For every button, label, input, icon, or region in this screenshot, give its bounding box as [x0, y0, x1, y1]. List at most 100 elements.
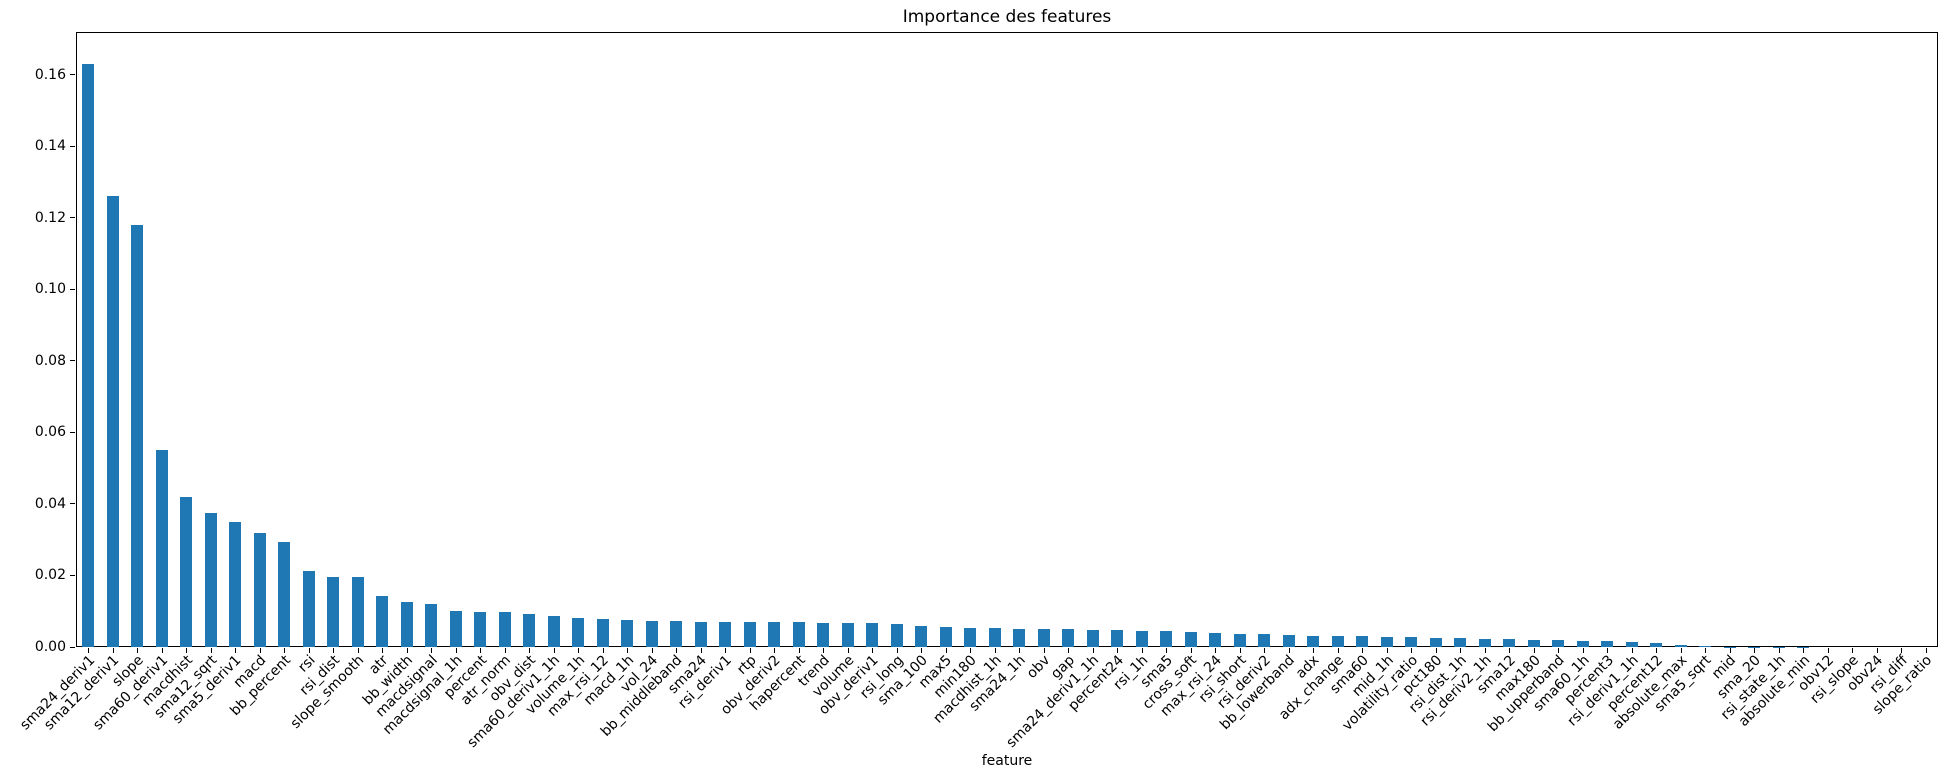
bar [1674, 644, 1687, 647]
bar [841, 622, 854, 647]
bar [866, 623, 879, 647]
x-tick-mark [1386, 648, 1388, 653]
x-tick-mark [823, 648, 825, 653]
bar [768, 622, 781, 647]
x-tick-mark [88, 648, 90, 653]
x-tick-mark [945, 648, 947, 653]
bar [351, 577, 364, 647]
bar [1111, 630, 1124, 647]
x-tick-mark [1827, 648, 1829, 653]
x-tick-mark [725, 648, 727, 653]
bar [1282, 634, 1295, 647]
bar [1405, 636, 1418, 647]
y-tick-label: 0.12 [34, 209, 66, 226]
x-tick-mark [700, 648, 702, 653]
y-tick-label: 0.06 [34, 424, 66, 441]
bar [327, 576, 340, 647]
bar [474, 611, 487, 647]
x-tick-mark [994, 648, 996, 653]
x-tick-mark [1313, 648, 1315, 653]
bar [1478, 638, 1491, 647]
x-tick-mark [1729, 648, 1731, 653]
x-tick-mark [1558, 648, 1560, 653]
bar [964, 627, 977, 647]
x-tick-mark [1680, 648, 1682, 653]
x-tick-mark [1607, 648, 1609, 653]
bar [1625, 641, 1638, 647]
x-tick-mark [1239, 648, 1241, 653]
bar [376, 596, 389, 647]
x-tick-mark [1337, 648, 1339, 653]
bar [1503, 639, 1516, 647]
bar [547, 616, 560, 647]
y-tick-mark [70, 431, 75, 433]
x-tick-mark [847, 648, 849, 653]
bar [523, 614, 536, 647]
x-tick-mark [504, 648, 506, 653]
x-tick-mark [333, 648, 335, 653]
y-tick-mark [70, 574, 75, 576]
y-tick-mark [70, 360, 75, 362]
x-tick-mark [529, 648, 531, 653]
x-tick-mark [1582, 648, 1584, 653]
x-tick-mark [1019, 648, 1021, 653]
x-tick-mark [872, 648, 874, 653]
bar [572, 618, 585, 647]
bar [694, 621, 707, 647]
x-tick-mark [798, 648, 800, 653]
bar [645, 620, 658, 647]
x-tick-mark [210, 648, 212, 653]
bar [1454, 638, 1467, 647]
y-tick-label: 0.02 [34, 567, 66, 584]
x-tick-mark [1509, 648, 1511, 653]
y-tick-label: 0.10 [34, 281, 66, 298]
bar [1429, 637, 1442, 647]
x-tick-mark [1117, 648, 1119, 653]
bar [792, 622, 805, 647]
bar [1356, 636, 1369, 647]
x-tick-mark [235, 648, 237, 653]
y-tick-mark [70, 503, 75, 505]
bar [400, 601, 413, 647]
x-tick-mark [1141, 648, 1143, 653]
x-tick-mark [1876, 648, 1878, 653]
y-tick-label: 0.08 [34, 352, 66, 369]
x-tick-mark [578, 648, 580, 653]
x-tick-mark [1215, 648, 1217, 653]
bar [425, 603, 438, 647]
x-tick-mark [1631, 648, 1633, 653]
x-tick-mark [112, 648, 114, 653]
bar [1307, 635, 1320, 647]
bar [596, 619, 609, 647]
x-tick-mark [1656, 648, 1658, 653]
x-tick-mark [1901, 648, 1903, 653]
x-tick-mark [896, 648, 898, 653]
x-tick-mark [921, 648, 923, 653]
x-tick-mark [970, 648, 972, 653]
x-tick-mark [676, 648, 678, 653]
bar [1184, 632, 1197, 647]
bar [1233, 633, 1246, 647]
x-tick-mark [1435, 648, 1437, 653]
x-tick-mark [1852, 648, 1854, 653]
bar [229, 521, 242, 647]
bar [253, 532, 266, 647]
plot-area [76, 32, 1938, 647]
chart-title: Importance des features [902, 7, 1112, 27]
x-tick-mark [1362, 648, 1364, 653]
bar [82, 64, 95, 647]
bar [743, 621, 756, 647]
x-tick-label-text: obv [1023, 652, 1054, 682]
bar [915, 625, 928, 647]
bar [131, 225, 144, 647]
x-tick-mark [1288, 648, 1290, 653]
bar [670, 621, 683, 647]
x-tick-mark [651, 648, 653, 653]
bar [1380, 636, 1393, 647]
x-tick-mark [480, 648, 482, 653]
bar [621, 619, 634, 647]
x-tick-mark [627, 648, 629, 653]
y-tick-mark [70, 74, 75, 76]
bar [498, 611, 511, 647]
